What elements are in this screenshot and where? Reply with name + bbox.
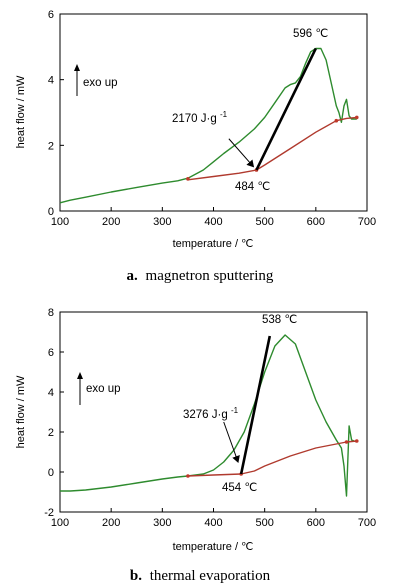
y-tick-label: 4	[48, 75, 54, 87]
x-axis-label: temperature / ℃	[173, 541, 254, 553]
enthalpy-label: 3276 J·g -1	[183, 406, 239, 421]
caption-a: a. magnetron sputtering	[127, 268, 274, 284]
caption-b: b. thermal evaporation	[130, 568, 271, 584]
y-tick-label: -2	[44, 507, 54, 519]
exo-arrow-icon	[74, 64, 80, 96]
y-tick-label: 2	[48, 140, 54, 152]
y-tick-label: 2	[48, 427, 54, 439]
series-group	[59, 47, 357, 204]
dsc-curve	[59, 47, 357, 204]
peak-label: 538 ℃	[262, 314, 297, 326]
y-tick-label: 0	[48, 467, 54, 479]
data-marker	[354, 115, 359, 120]
exo-arrow-icon	[77, 372, 83, 405]
x-tick-labels: 100 200 300 400 500 600 700	[51, 216, 376, 228]
x-tick-label: 400	[204, 216, 222, 228]
onset-arrow	[223, 421, 240, 463]
x-tick-label: 300	[153, 216, 171, 228]
data-marker	[344, 440, 349, 444]
tangent-line	[239, 335, 272, 475]
y-axis-label: heat flow / mW	[15, 75, 27, 148]
marker-group	[186, 115, 359, 181]
x-tick-label: 100	[51, 517, 69, 529]
x-tick-label: 200	[102, 216, 120, 228]
enthalpy-value: 2170 J·g	[172, 113, 217, 125]
y-tick-labels: -2 0 2 4 6 8	[44, 307, 54, 519]
caption-b-text: thermal evaporation	[150, 568, 271, 584]
enthalpy-superscript: -1	[220, 110, 228, 119]
enthalpy-superscript: -1	[231, 406, 239, 415]
y-tick-label: 6	[48, 347, 54, 359]
x-tick-label: 700	[358, 517, 376, 529]
baseline-curve	[187, 116, 357, 181]
onset-arrow	[228, 138, 255, 168]
data-marker	[186, 474, 190, 478]
caption-b-letter: b.	[130, 568, 142, 584]
y-tick-label: 6	[48, 9, 54, 21]
y-tick-label: 8	[48, 307, 54, 319]
caption-a-text: magnetron sputtering	[146, 268, 274, 284]
x-tick-label: 300	[153, 517, 171, 529]
data-marker	[334, 118, 339, 123]
enthalpy-label: 2170 J·g -1	[172, 110, 228, 125]
x-tick-label: 100	[51, 216, 69, 228]
data-marker	[186, 177, 190, 181]
x-tick-label: 200	[102, 517, 120, 529]
tangent-line	[255, 47, 318, 171]
x-tick-labels: 100 200 300 400 500 600 700	[51, 517, 376, 529]
y-tick-labels: 0 2 4 6	[48, 9, 54, 218]
onset-label: 484 ℃	[235, 181, 270, 193]
tick-marks	[59, 311, 368, 513]
y-tick-label: 0	[48, 206, 54, 218]
x-tick-label: 500	[255, 216, 273, 228]
chart-b: 100 200 300 400 500 600 700 -2 0 2 4 6 8 exo up 538…	[15, 307, 376, 553]
enthalpy-value: 3276 J·g	[183, 409, 228, 421]
onset-label: 454 ℃	[222, 482, 257, 494]
x-tick-label: 700	[358, 216, 376, 228]
data-marker	[354, 439, 359, 443]
exo-label: exo up	[86, 383, 121, 395]
baseline-curve	[187, 440, 357, 477]
x-tick-label: 600	[307, 216, 325, 228]
x-tick-label: 600	[307, 517, 325, 529]
y-tick-label: 4	[48, 387, 54, 399]
x-axis-label: temperature / ℃	[173, 238, 254, 250]
x-tick-label: 400	[204, 517, 222, 529]
x-tick-label: 500	[255, 517, 273, 529]
exo-label: exo up	[83, 77, 118, 89]
caption-a-letter: a.	[127, 268, 139, 284]
peak-label: 596 ℃	[293, 28, 328, 40]
tick-marks	[59, 13, 368, 212]
y-axis-label: heat flow / mW	[15, 375, 27, 448]
